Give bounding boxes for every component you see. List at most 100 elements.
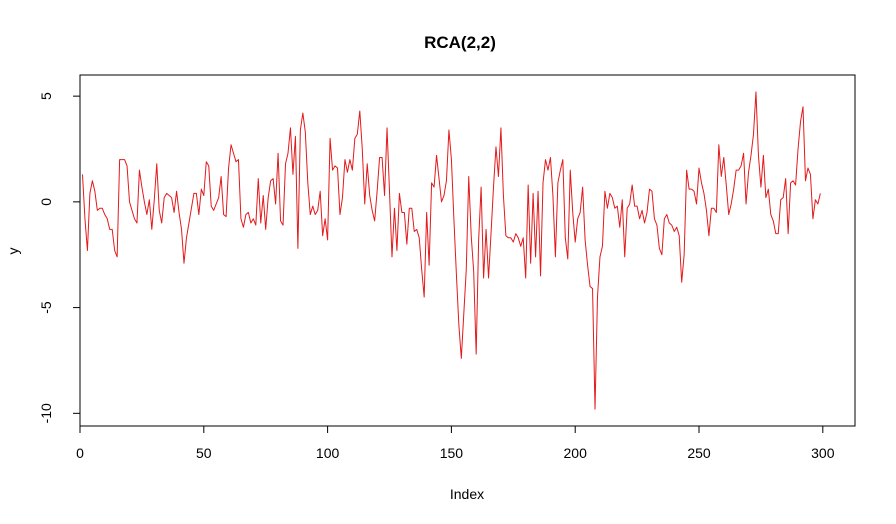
data-point [225, 216, 226, 217]
data-point [664, 218, 665, 219]
data-point [718, 144, 719, 145]
data-point [540, 275, 541, 276]
data-point [191, 208, 192, 209]
data-point [795, 184, 796, 185]
data-point [431, 182, 432, 183]
data-point [585, 239, 586, 240]
data-point [310, 214, 311, 215]
data-point [381, 157, 382, 158]
data-point [302, 112, 303, 113]
data-point [609, 193, 610, 194]
data-point [238, 159, 239, 160]
data-point [649, 189, 650, 190]
data-point [790, 182, 791, 183]
data-point [513, 241, 514, 242]
data-point [661, 254, 662, 255]
data-point [357, 134, 358, 135]
y-tick-label: 0 [38, 198, 54, 206]
data-point [285, 163, 286, 164]
data-point [124, 159, 125, 160]
data-point [339, 214, 340, 215]
data-point [698, 167, 699, 168]
data-point [325, 218, 326, 219]
data-point [334, 165, 335, 166]
data-point [760, 186, 761, 187]
data-point [426, 212, 427, 213]
data-point [268, 197, 269, 198]
data-point [520, 246, 521, 247]
data-point [775, 233, 776, 234]
data-point [448, 129, 449, 130]
data-point [693, 191, 694, 192]
data-point [198, 214, 199, 215]
data-point [753, 134, 754, 135]
data-point [458, 324, 459, 325]
data-point [379, 157, 380, 158]
data-point [208, 165, 209, 166]
data-point [483, 277, 484, 278]
data-point [726, 184, 727, 185]
data-point [270, 180, 271, 181]
data-point [594, 408, 595, 409]
y-tick-label: -5 [38, 301, 54, 314]
data-point [255, 225, 256, 226]
data-point [377, 191, 378, 192]
data-point [196, 193, 197, 194]
plot-frame [79, 74, 856, 427]
data-point [421, 269, 422, 270]
data-point [473, 271, 474, 272]
data-point [307, 182, 308, 183]
data-point [550, 157, 551, 158]
data-point [817, 203, 818, 204]
data-point [560, 170, 561, 171]
data-point [320, 191, 321, 192]
data-point [389, 191, 390, 192]
data-point [305, 131, 306, 132]
y-tick-label: -10 [38, 403, 54, 423]
data-point [144, 201, 145, 202]
data-point [396, 250, 397, 251]
data-point [245, 214, 246, 215]
data-point [706, 210, 707, 211]
data-point [107, 218, 108, 219]
data-point [87, 250, 88, 251]
data-point [637, 206, 638, 207]
data-point [292, 174, 293, 175]
data-point [453, 218, 454, 219]
data-point [646, 212, 647, 213]
data-point [537, 191, 538, 192]
data-point [582, 186, 583, 187]
data-point [154, 199, 155, 200]
data-point [248, 212, 249, 213]
data-point [438, 178, 439, 179]
data-point [151, 229, 152, 230]
data-point [344, 159, 345, 160]
x-axis: 0 50 100 150 200 250 300 [76, 425, 835, 461]
data-point [399, 193, 400, 194]
data-point [815, 199, 816, 200]
data-point [614, 208, 615, 209]
data-point [186, 237, 187, 238]
data-point [456, 273, 457, 274]
data-point [188, 222, 189, 223]
data-point [337, 167, 338, 168]
data-point [812, 218, 813, 219]
data-point [213, 210, 214, 211]
data-point [97, 210, 98, 211]
data-point [161, 222, 162, 223]
data-point [451, 159, 452, 160]
data-point [99, 208, 100, 209]
data-point [82, 174, 83, 175]
data-point [607, 208, 608, 209]
data-point [577, 218, 578, 219]
data-point [669, 222, 670, 223]
chart-title: RCA(2,2) [424, 33, 496, 52]
data-point [810, 174, 811, 175]
data-point [332, 170, 333, 171]
data-point [780, 199, 781, 200]
data-point [797, 148, 798, 149]
data-point [317, 210, 318, 211]
data-point [736, 170, 737, 171]
data-point [183, 263, 184, 264]
